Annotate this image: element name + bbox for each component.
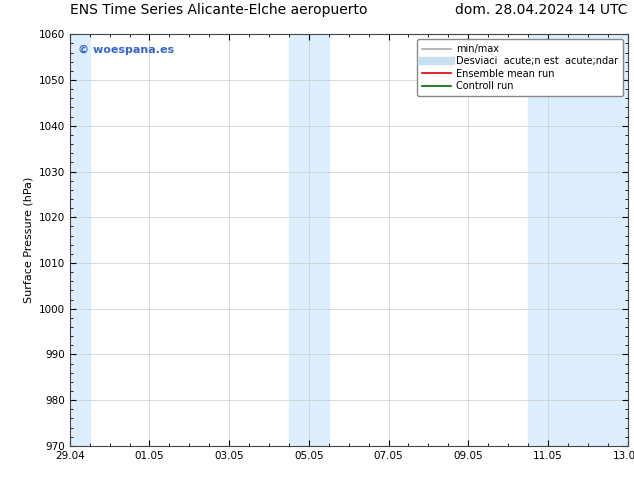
Text: ENS Time Series Alicante-Elche aeropuerto: ENS Time Series Alicante-Elche aeropuert… bbox=[70, 3, 367, 17]
Bar bbox=[528, 34, 628, 446]
Title: ENS Time Series Alicante-Elche aeropuerto    dom. 28.04.2024 14 UTC: ENS Time Series Alicante-Elche aeropuert… bbox=[0, 489, 1, 490]
Bar bbox=[70, 34, 89, 446]
Bar bbox=[289, 34, 329, 446]
Text: © woespana.es: © woespana.es bbox=[78, 45, 174, 55]
Y-axis label: Surface Pressure (hPa): Surface Pressure (hPa) bbox=[23, 177, 33, 303]
Text: dom. 28.04.2024 14 UTC: dom. 28.04.2024 14 UTC bbox=[455, 3, 628, 17]
Legend: min/max, Desviaci  acute;n est  acute;ndar, Ensemble mean run, Controll run: min/max, Desviaci acute;n est acute;ndar… bbox=[417, 39, 623, 96]
